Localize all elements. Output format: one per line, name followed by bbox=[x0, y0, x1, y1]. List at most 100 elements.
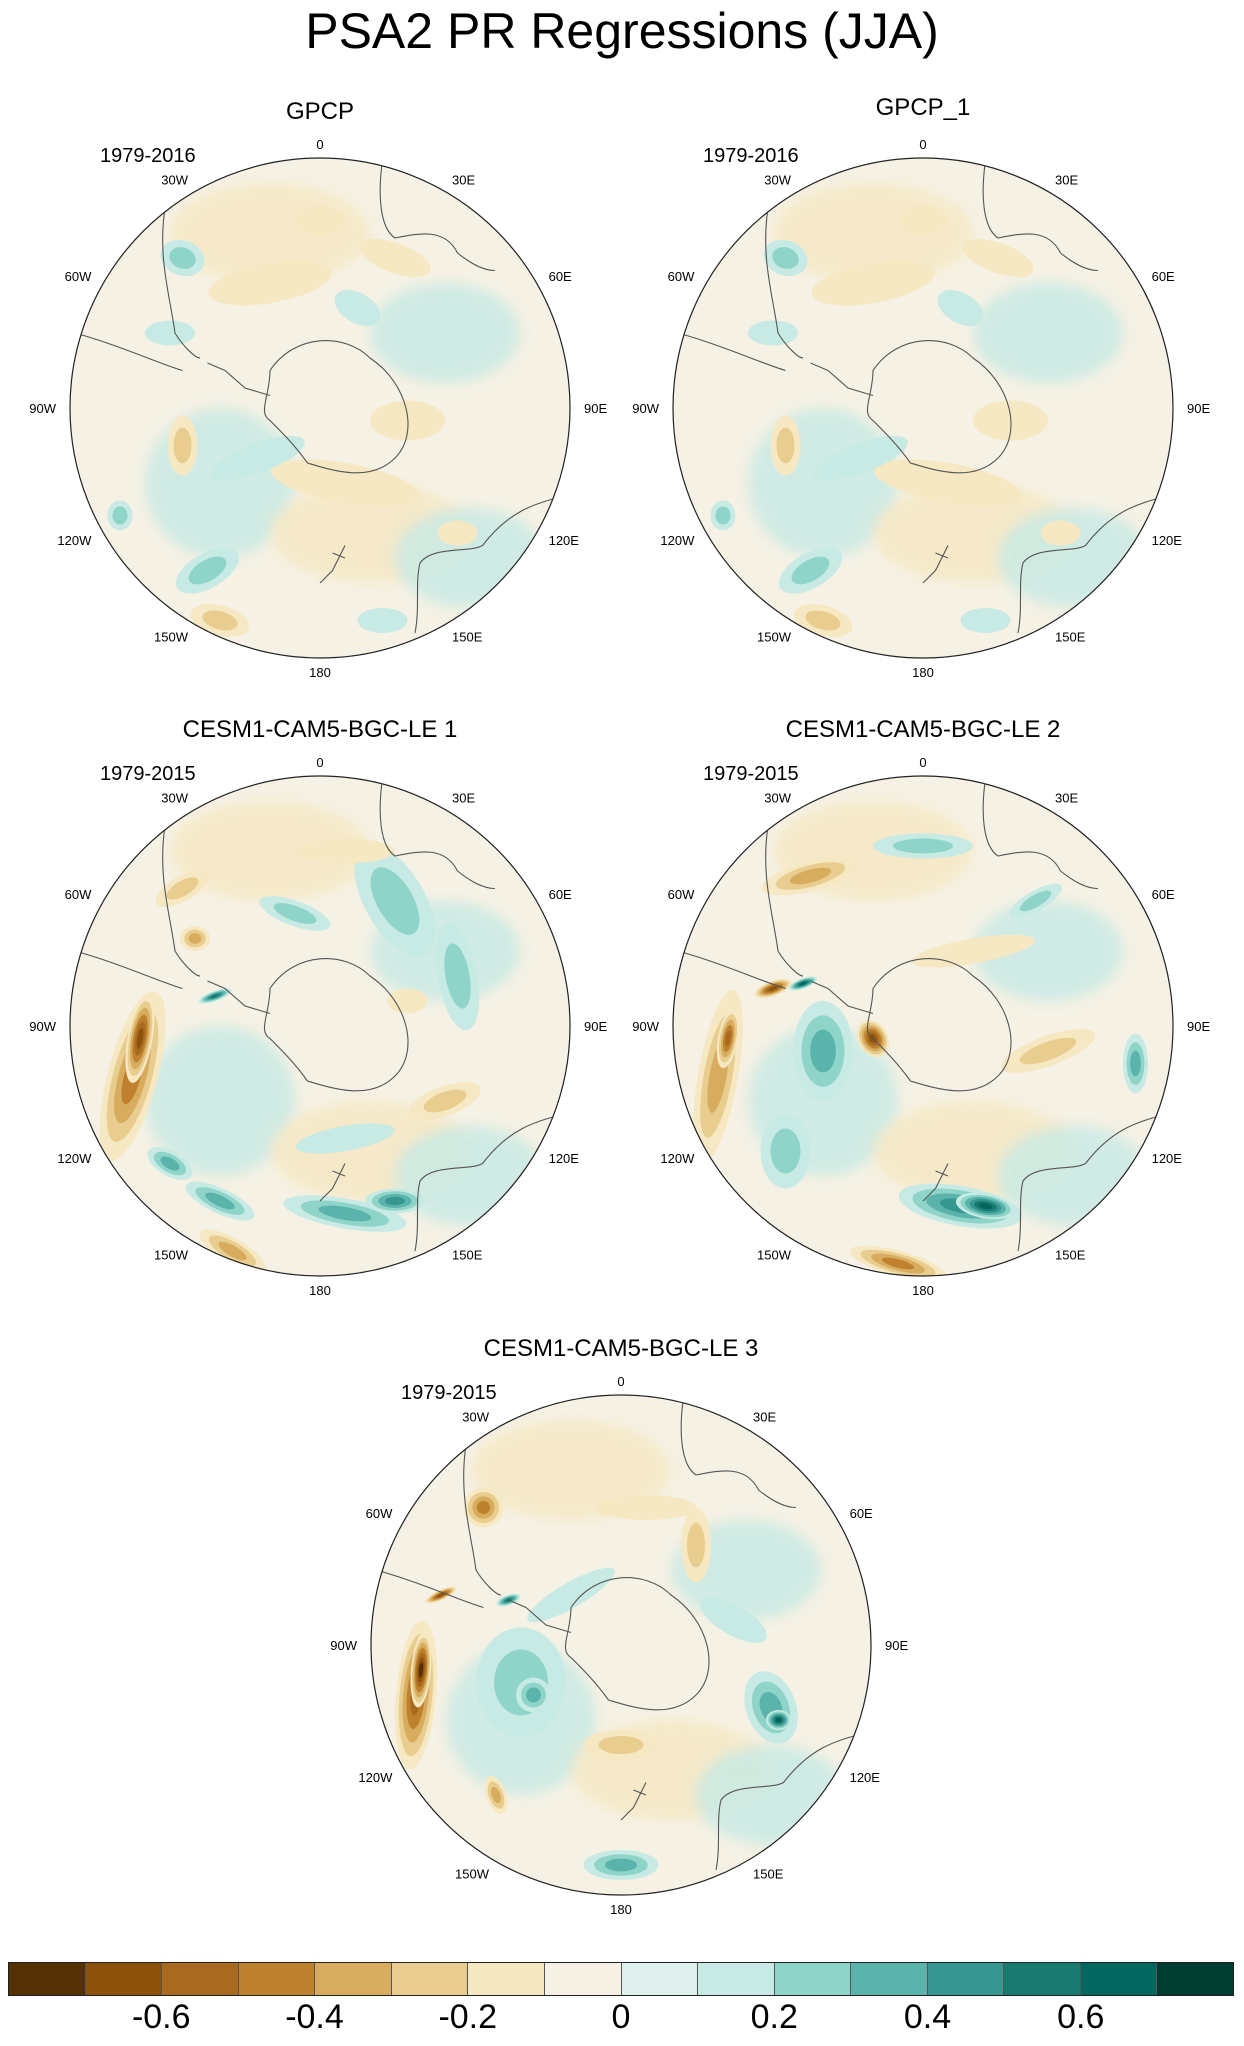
longitude-label: 90W bbox=[29, 1019, 56, 1034]
longitude-label: 150E bbox=[753, 1867, 784, 1882]
field-contour bbox=[526, 1687, 541, 1703]
longitude-label: 30E bbox=[452, 790, 475, 805]
longitude-label: 150E bbox=[1055, 630, 1086, 645]
coastline bbox=[414, 494, 568, 634]
coastline bbox=[982, 160, 1099, 272]
longitude-label: 60W bbox=[668, 887, 695, 902]
longitude-label: 30W bbox=[764, 790, 791, 805]
longitude-label: 150W bbox=[455, 1867, 490, 1882]
field-contour bbox=[370, 867, 420, 935]
longitude-label: 120W bbox=[57, 533, 92, 548]
precipitation-field bbox=[673, 776, 1173, 1276]
colorbar-tick-label: 0.2 bbox=[750, 1998, 798, 2036]
field-contour bbox=[166, 877, 199, 900]
longitude-label: 60W bbox=[65, 887, 92, 902]
field-contour bbox=[318, 1205, 372, 1222]
longitude-label: 30E bbox=[452, 172, 475, 187]
colorbar-box bbox=[468, 1963, 545, 1995]
colorbar-tick-label: 0.4 bbox=[903, 1998, 952, 2036]
longitude-label: 90E bbox=[1187, 1019, 1210, 1034]
colorbar-box bbox=[544, 1963, 622, 1995]
map-panel-cesm-le-1: CESM1-CAM5-BGC-LE 1 1979-2015 0 30E 60E 90E… bbox=[29, 716, 607, 1316]
coastline bbox=[922, 545, 949, 584]
field-patch bbox=[370, 283, 520, 383]
longitude-label: 120E bbox=[1152, 533, 1183, 548]
coastline bbox=[74, 825, 201, 990]
polar-map: 0 30E 60E 90E 120E 150E 180 150W 120W 90W 60W 30W bbox=[330, 1374, 908, 1917]
longitude-label: 60W bbox=[366, 1506, 393, 1521]
map-panel-gpcp: GPCP 1979-2016 0 30E 60E 90E 120E 150E 180 150W… bbox=[29, 98, 607, 698]
field-contour bbox=[1040, 520, 1081, 546]
field-contour bbox=[911, 934, 1035, 968]
field-contour bbox=[387, 988, 428, 1014]
coastline bbox=[810, 980, 874, 1015]
field-contour bbox=[218, 1241, 247, 1261]
longitude-label: 180 bbox=[912, 665, 934, 680]
coastline bbox=[319, 1163, 346, 1202]
colorbar-box bbox=[698, 1963, 775, 1995]
field-contour bbox=[295, 1123, 395, 1154]
field-contour bbox=[791, 556, 830, 585]
longitude-label: 90E bbox=[1187, 401, 1210, 416]
longitude-label: 120E bbox=[549, 1151, 580, 1166]
panel-title: CESM1-CAM5-BGC-LE 2 bbox=[785, 716, 1061, 743]
colorbar-box bbox=[315, 1963, 392, 1995]
field-contour bbox=[491, 1786, 501, 1804]
figure-title: PSA2 PR Regressions (JJA) bbox=[305, 3, 939, 59]
colorbar-tick-label: -0.4 bbox=[285, 1998, 344, 2036]
precipitation-field bbox=[70, 158, 570, 658]
longitude-label: 0 bbox=[919, 755, 926, 770]
map-panel-cesm-le-3: CESM1-CAM5-BGC-LE 3 1979-2015 0 30E 60E 90E… bbox=[330, 1335, 908, 1935]
longitude-label: 120W bbox=[660, 533, 695, 548]
coastline bbox=[982, 778, 1099, 890]
longitude-label: 60E bbox=[549, 269, 572, 284]
field-contour bbox=[724, 1030, 732, 1047]
longitude-label: 150E bbox=[452, 1248, 483, 1263]
colorbar-boxes bbox=[8, 1962, 1234, 1996]
longitude-label: 150E bbox=[1055, 1248, 1086, 1263]
coastline bbox=[564, 1577, 710, 1711]
longitude-label: 90W bbox=[330, 1638, 357, 1653]
colorbar-box bbox=[621, 1963, 699, 1995]
period-label: 1979-2016 bbox=[100, 145, 196, 167]
field-contour bbox=[805, 610, 841, 631]
polar-map: 0 30E 60E 90E 120E 150E 180 150W 120W 90W 60W 30W bbox=[29, 755, 607, 1298]
longitude-label: 90W bbox=[632, 401, 659, 416]
field-contour bbox=[423, 1089, 467, 1113]
field-patch bbox=[471, 1420, 671, 1520]
polar-map: 0 30E 60E 90E 120E 150E 180 150W 120W 90W 60W 30W bbox=[632, 755, 1210, 1298]
colorbar-box bbox=[1157, 1963, 1233, 1995]
longitude-label: 120W bbox=[660, 1151, 695, 1166]
longitude-label: 90W bbox=[29, 401, 56, 416]
longitude-label: 30E bbox=[753, 1409, 776, 1424]
longitude-label: 60E bbox=[549, 887, 572, 902]
longitude-label: 30W bbox=[462, 1409, 489, 1424]
map-border bbox=[69, 157, 571, 659]
panel-title: CESM1-CAM5-BGC-LE 1 bbox=[182, 716, 458, 743]
field-contour bbox=[202, 610, 238, 631]
longitude-label: 60W bbox=[65, 269, 92, 284]
field-contour bbox=[418, 1662, 424, 1678]
field-contour bbox=[357, 608, 408, 633]
longitude-label: 150W bbox=[757, 630, 792, 645]
coastline bbox=[379, 778, 496, 890]
longitude-label: 30W bbox=[161, 790, 188, 805]
field-contour bbox=[173, 427, 192, 464]
colorbar-box bbox=[851, 1963, 928, 1995]
field-contour bbox=[188, 556, 227, 585]
field-contour bbox=[772, 247, 799, 269]
field-contour bbox=[811, 260, 935, 306]
longitude-label: 30E bbox=[1055, 790, 1078, 805]
field-contour bbox=[770, 1128, 801, 1174]
field-contour bbox=[598, 1736, 644, 1754]
coastline bbox=[1017, 1112, 1171, 1252]
colorbar-box bbox=[238, 1963, 316, 1995]
field-contour bbox=[1130, 1050, 1141, 1077]
map-border bbox=[672, 775, 1174, 1277]
colorbar-tick-label: 0 bbox=[611, 1998, 631, 2036]
coastline bbox=[414, 1112, 568, 1252]
longitude-label: 120W bbox=[358, 1770, 393, 1785]
field-contour bbox=[776, 427, 795, 464]
longitude-label: 150E bbox=[452, 630, 483, 645]
field-contour bbox=[1019, 1037, 1077, 1065]
